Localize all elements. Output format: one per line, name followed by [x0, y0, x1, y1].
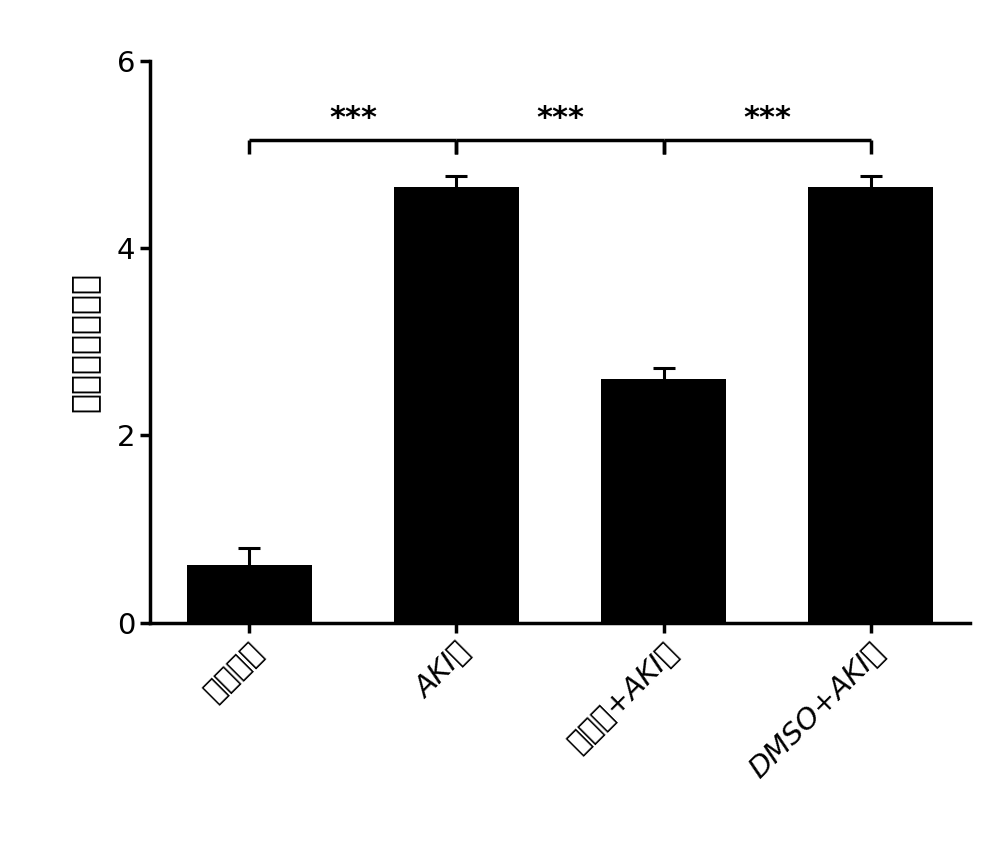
Bar [601, 379, 726, 623]
Text: ***: *** [743, 104, 791, 132]
Text: ***: *** [536, 104, 584, 132]
Bar [808, 187, 933, 623]
Text: ***: *** [329, 104, 377, 132]
Bar [394, 187, 519, 623]
Y-axis label: 肾小管损伤评分: 肾小管损伤评分 [67, 272, 100, 412]
Bar [187, 565, 312, 623]
